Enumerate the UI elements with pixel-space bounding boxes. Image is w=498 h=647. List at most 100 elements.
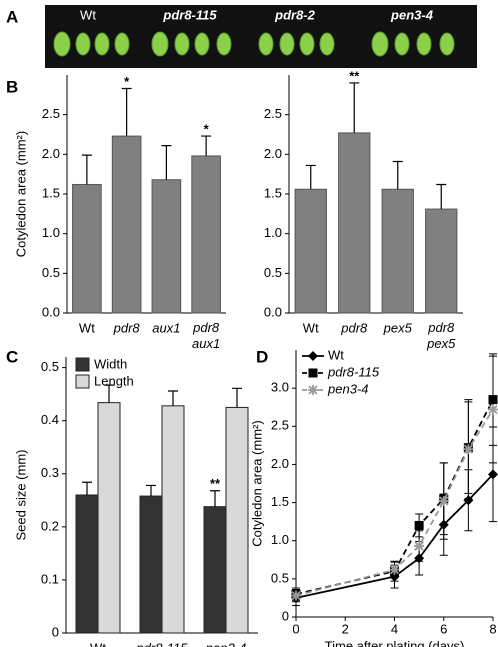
bar [191,155,221,314]
marker [463,495,474,506]
legend-marker [308,351,318,361]
error-bar [392,160,403,190]
x-tick-label: Wt [90,640,106,647]
photo-label: pdr8-115 [162,7,217,22]
x-tick-label-line: pex5 [426,336,456,351]
x-tick-label: 8 [489,621,496,636]
y-tick-label: 2.5 [271,418,289,433]
y-tick-label: 0.1 [41,571,59,586]
x-tick-label: 2 [342,621,349,636]
bar [425,208,458,314]
annotation: * [124,74,130,89]
bar [72,183,102,314]
x-tick-label-line: pdr8 [192,320,220,335]
x-tick-label: aux1 [152,320,180,335]
y-tick-label: 0.5 [41,359,59,374]
y-tick-label: 2.0 [42,146,60,161]
legend-marker [308,385,318,395]
marker [488,404,498,415]
x-tick-label: pex5 [383,320,413,335]
panel-letter: D [256,347,268,366]
bar [151,179,182,314]
annotation: ** [349,68,360,83]
error-bar [121,87,132,137]
y-axis-label: Seed size (mm) [13,449,28,540]
photo-label: pdr8-2 [274,7,316,22]
y-tick-label: 2.0 [264,146,282,161]
bar [75,494,99,634]
panel-letter: C [6,347,18,366]
bar [381,188,414,314]
panel-letter: B [6,77,18,96]
error-bar [201,135,212,156]
error-bar [349,82,360,133]
bar [294,188,327,314]
error-bar [168,390,178,406]
y-tick-label: 0.5 [264,265,282,280]
error-bar [305,164,316,190]
x-tick-label: pdr8 [113,320,141,335]
x-tick-label: Wt [79,320,95,335]
y-tick-label: 2.5 [264,106,282,121]
series-line [295,473,494,599]
panel-letter: A [6,7,18,26]
annotation: ** [210,476,221,491]
y-tick-label: 0.0 [42,304,60,319]
legend-label: pdr8-115 [327,364,380,379]
error-bar [232,387,242,408]
photo-label: pen3-4 [390,7,434,22]
seedlings [53,31,455,57]
bar [203,506,227,634]
x-tick-label: 6 [440,621,447,636]
error-bar [104,384,114,403]
marker [463,444,474,455]
legend-label: Width [94,356,127,371]
y-tick-label: 0.0 [264,304,282,319]
annotation: * [204,122,210,137]
x-tick-label: 4 [391,621,398,636]
marker [414,520,424,530]
y-tick-label: 1.5 [271,494,289,509]
series-line [295,409,494,597]
error-bar [82,481,92,495]
y-tick-label: 2.0 [271,456,289,471]
y-tick-label: 0.5 [271,570,289,585]
y-tick-label: 1.5 [264,185,282,200]
y-tick-label: 0.2 [41,518,59,533]
error-bar [81,154,92,185]
error-bar [161,145,172,180]
bar [338,132,371,314]
legend-label: Wt [328,347,344,362]
error-bar [146,484,156,497]
y-tick-label: 3.0 [271,380,289,395]
x-tick-label: pdr8 aux1 [192,320,220,351]
y-tick-label: 0.4 [41,412,59,427]
bar [139,495,163,634]
x-tick-label: Wt [303,320,319,335]
x-axis-label: Time after plating (days) [325,638,465,647]
x-tick-label: pdr8 pex5 [426,320,456,351]
y-tick-label: 0 [282,608,289,623]
legend-label: pen3-4 [327,381,368,396]
marker [291,590,301,601]
photo-label: Wt [80,7,96,22]
bar [97,402,121,634]
marker [488,469,498,480]
x-tick-label-line: aux1 [192,336,220,351]
y-axis-label: Cotyledon area (mm²) [13,131,28,257]
marker [389,564,400,575]
y-tick-label: 1.0 [271,532,289,547]
marker [438,496,449,507]
y-tick-label: 1.5 [42,185,60,200]
series-line [295,399,494,595]
bar [161,405,185,634]
x-tick-label: pdr8 [340,320,368,335]
y-tick-label: 0.3 [41,465,59,480]
marker [414,541,425,552]
photo-strip: Wt pdr8-115 pdr8-2 pen3-4 [45,5,477,68]
x-tick-label: pdr8-115 [135,640,188,647]
error-bar [436,183,447,210]
legend-swatch [75,357,90,372]
x-tick-label: 0 [292,621,299,636]
